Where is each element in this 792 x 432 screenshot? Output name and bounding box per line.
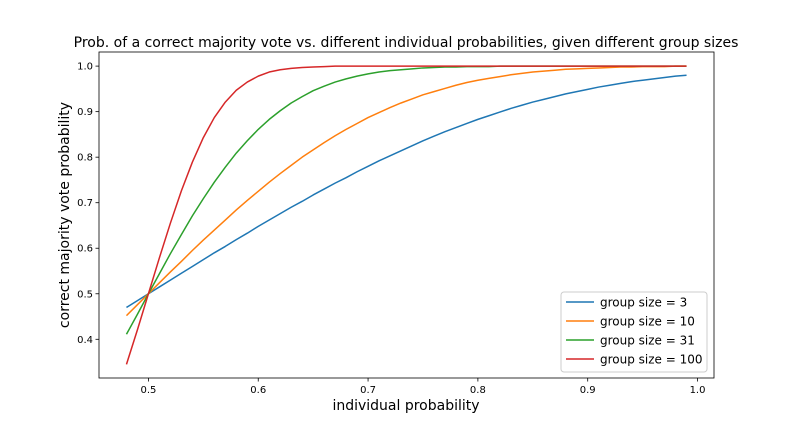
x-axis-label: individual probability — [332, 398, 479, 414]
x-tick-label: 0.7 — [360, 385, 376, 396]
y-axis-label: correct majority vote probability — [57, 102, 73, 328]
y-tick-label: 0.7 — [77, 198, 93, 209]
legend-label: group size = 3 — [600, 296, 687, 310]
y-axis-ticks: 0.4 0.5 0.6 0.7 0.8 0.9 1.0 — [77, 62, 99, 346]
y-tick-label: 0.8 — [77, 153, 93, 164]
x-tick-label: 0.6 — [250, 385, 266, 396]
chart-title: Prob. of a correct majority vote vs. dif… — [74, 35, 739, 51]
legend-label: group size = 10 — [600, 315, 695, 329]
legend-box — [560, 291, 708, 373]
plot-area-frame — [98, 51, 715, 379]
y-tick-label: 1.0 — [77, 62, 93, 73]
series-line-0 — [126, 74, 687, 309]
x-tick-label: 1.0 — [690, 385, 706, 396]
y-tick-label: 0.5 — [77, 289, 93, 300]
y-tick-label: 0.6 — [77, 244, 93, 255]
x-tick-label: 0.5 — [140, 385, 156, 396]
y-tick-label: 0.9 — [77, 107, 93, 118]
legend-label: group size = 100 — [600, 353, 703, 367]
y-tick-label: 0.4 — [77, 335, 93, 346]
series-line-1 — [125, 65, 687, 317]
series-lines — [125, 65, 687, 365]
legend-label: group size = 31 — [600, 334, 695, 348]
series-line-3 — [125, 65, 687, 365]
x-tick-label: 0.9 — [580, 385, 596, 396]
x-axis-ticks: 0.5 0.6 0.7 0.8 0.9 1.0 — [140, 378, 705, 396]
legend: group size = 3 group size = 10 group size … — [560, 291, 708, 373]
x-tick-label: 0.8 — [470, 385, 486, 396]
